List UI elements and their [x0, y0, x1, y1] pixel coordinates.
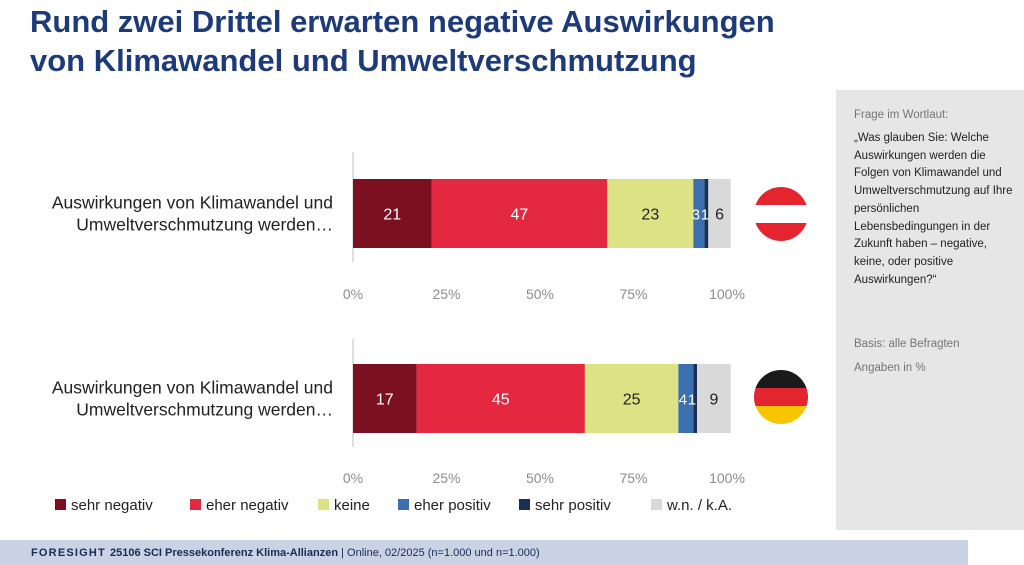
footer-method: | Online, 02/2025 (n=1.000 und n=1.000)	[341, 547, 540, 559]
flag-germany-stripe	[754, 370, 808, 389]
x-tick-label: 100%	[709, 286, 745, 302]
bar-segment	[708, 179, 731, 248]
footer-bar: FORESIGHT 25106 SCI Pressekonferenz Klim…	[0, 540, 968, 565]
bar-segment	[353, 179, 432, 248]
flag-austria-white-stripe	[754, 205, 808, 223]
bar-segment	[693, 364, 698, 433]
bar-segment	[697, 364, 731, 433]
category-label: Auswirkungen von Klimawandel und	[52, 193, 333, 213]
x-tick-label: 50%	[526, 286, 554, 302]
category-label: Umweltverschmutzung werden…	[76, 215, 333, 235]
legend-swatch	[190, 499, 201, 510]
bar-segment	[704, 179, 709, 248]
legend-swatch	[398, 499, 409, 510]
bar-segment	[693, 179, 705, 248]
x-tick-label: 100%	[709, 470, 745, 486]
bar-segment	[416, 364, 585, 433]
bar-segment	[607, 179, 694, 248]
x-tick-label: 0%	[343, 470, 363, 486]
legend-label: keine	[334, 497, 370, 514]
category-label: Auswirkungen von Klimawandel und	[52, 378, 333, 398]
question-heading: Frage im Wortlaut:	[854, 109, 949, 121]
x-tick-label: 75%	[619, 286, 647, 302]
data-label: 25	[623, 392, 641, 409]
bar-segment	[584, 364, 679, 433]
x-tick-label: 50%	[526, 470, 554, 486]
data-label: 17	[376, 392, 394, 409]
bar-segment	[353, 364, 417, 433]
x-tick-label: 25%	[432, 470, 460, 486]
legend-label: eher negativ	[206, 497, 289, 514]
legend-swatch	[519, 499, 530, 510]
legend-swatch	[651, 499, 662, 510]
footer-brand: FORESIGHT	[31, 547, 106, 559]
bar-segment	[431, 179, 608, 248]
unit-note: Angaben in %	[854, 362, 926, 374]
legend-label: eher positiv	[414, 497, 491, 514]
basis-note: Basis: alle Befragten	[854, 338, 960, 350]
flag-germany-stripe	[754, 388, 808, 407]
question-sidebar: Frage im Wortlaut: „Was glauben Sie: Wel…	[836, 90, 1024, 530]
data-label: 6	[715, 207, 724, 224]
data-label: 47	[511, 207, 529, 224]
page-title: Rund zwei Drittel erwarten negative Ausw…	[30, 2, 930, 80]
x-tick-label: 75%	[619, 470, 647, 486]
legend-label: w.n. / k.A.	[666, 497, 732, 514]
page-title-line-2: von Klimawandel und Umweltverschmutzung	[30, 43, 697, 78]
flag-germany-icon	[754, 370, 808, 424]
data-label: 45	[492, 392, 510, 409]
bar-segment	[678, 364, 694, 433]
data-label: 23	[641, 207, 659, 224]
page-title-line-1: Rund zwei Drittel erwarten negative Ausw…	[30, 4, 775, 39]
data-label: 1	[688, 392, 696, 409]
question-text: „Was glauben Sie: Welche Auswirkungen we…	[854, 132, 1013, 286]
footer-text: 25106 SCI Pressekonferenz Klima-Allianze…	[110, 547, 540, 559]
data-label: 4	[679, 392, 687, 409]
x-tick-label: 25%	[432, 286, 460, 302]
footer-project: 25106 SCI Pressekonferenz Klima-Allianze…	[110, 547, 339, 559]
data-label: 9	[709, 392, 718, 409]
stacked-bar-chart: Auswirkungen von Klimawandel undUmweltve…	[52, 152, 808, 514]
legend-label: sehr positiv	[535, 497, 611, 514]
data-label: 1	[701, 207, 709, 224]
legend-swatch	[55, 499, 66, 510]
data-label: 21	[383, 207, 401, 224]
flag-germany-stripe	[754, 406, 808, 424]
data-label: 3	[692, 207, 700, 224]
legend-label: sehr negativ	[71, 497, 153, 514]
category-label: Umweltverschmutzung werden…	[76, 400, 333, 420]
legend-swatch	[318, 499, 329, 510]
x-tick-label: 0%	[343, 286, 363, 302]
